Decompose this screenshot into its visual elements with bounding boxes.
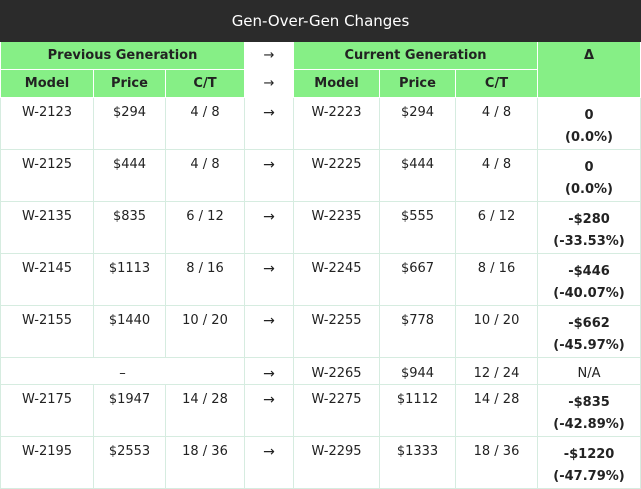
- cur-ct-cell: 12 / 24: [455, 357, 538, 385]
- delta-cell: 0 (0.0%): [536, 149, 641, 202]
- delta-percent: (-33.53%): [553, 234, 625, 249]
- prev-model-cell: W-2135: [0, 201, 94, 254]
- arrow-icon: →: [244, 305, 294, 358]
- delta-value: -$280: [568, 212, 610, 227]
- cur-model-cell: W-2295: [293, 436, 380, 489]
- arrow-icon: →: [244, 149, 294, 202]
- prev-ct-cell: 14 / 28: [165, 384, 245, 437]
- delta-header: Δ: [536, 41, 641, 98]
- delta-percent: (0.0%): [565, 130, 613, 145]
- arrow-icon: →: [244, 384, 294, 437]
- cur-ct-header: C/T: [455, 69, 538, 98]
- prev-price-cell: $2553: [93, 436, 166, 489]
- cur-price-cell: $778: [379, 305, 456, 358]
- arrow-header-icon: →: [244, 41, 294, 70]
- arrow-icon: →: [244, 253, 294, 306]
- cur-price-header: Price: [379, 69, 456, 98]
- delta-percent: (-40.07%): [553, 286, 625, 301]
- table-row: W-2135 $835 6 / 12 → W-2235 $555 6 / 12 …: [0, 201, 641, 254]
- prev-model-cell: W-2123: [0, 97, 94, 150]
- delta-percent: (0.0%): [565, 182, 613, 197]
- cur-ct-cell: 4 / 8: [455, 149, 538, 202]
- prev-ct-cell: 4 / 8: [165, 149, 245, 202]
- cur-price-cell: $1333: [379, 436, 456, 489]
- cur-price-cell: $444: [379, 149, 456, 202]
- cur-model-cell: W-2223: [293, 97, 380, 150]
- delta-percent: (-42.89%): [553, 417, 625, 432]
- cur-model-cell: W-2245: [293, 253, 380, 306]
- cur-price-cell: $1112: [379, 384, 456, 437]
- prev-ct-cell: 6 / 12: [165, 201, 245, 254]
- cur-model-cell: W-2265: [293, 357, 380, 385]
- arrow-icon: →: [244, 357, 294, 385]
- delta-value: 0: [584, 108, 594, 123]
- cur-price-cell: $944: [379, 357, 456, 385]
- cur-ct-cell: 8 / 16: [455, 253, 538, 306]
- table-row: W-2195 $2553 18 / 36 → W-2295 $1333 18 /…: [0, 436, 641, 489]
- prev-price-cell: $444: [93, 149, 166, 202]
- delta-percent: (-45.97%): [553, 338, 625, 353]
- delta-na-cell: N/A: [536, 357, 641, 385]
- prev-ct-cell: 8 / 16: [165, 253, 245, 306]
- delta-cell: -$662 (-45.97%): [536, 305, 641, 358]
- prev-price-cell: $294: [93, 97, 166, 150]
- delta-value: 0: [584, 160, 594, 175]
- delta-cell: -$280 (-33.53%): [536, 201, 641, 254]
- delta-cell: -$446 (-40.07%): [536, 253, 641, 306]
- current-generation-header: Current Generation: [293, 41, 538, 70]
- prev-model-cell: W-2175: [0, 384, 94, 437]
- table-row: W-2125 $444 4 / 8 → W-2225 $444 4 / 8 0 (…: [0, 149, 641, 202]
- prev-model-header: Model: [0, 69, 94, 98]
- delta-value: -$662: [568, 316, 610, 331]
- arrow-icon: →: [244, 201, 294, 254]
- prev-ct-header: C/T: [165, 69, 245, 98]
- cur-model-cell: W-2225: [293, 149, 380, 202]
- delta-value: -$1220: [563, 447, 615, 462]
- prev-model-cell: W-2155: [0, 305, 94, 358]
- prev-price-cell: $835: [93, 201, 166, 254]
- cur-ct-cell: 10 / 20: [455, 305, 538, 358]
- arrow-icon: →: [244, 97, 294, 150]
- delta-value: -$835: [568, 395, 610, 410]
- table-row: W-2175 $1947 14 / 28 → W-2275 $1112 14 /…: [0, 384, 641, 437]
- cur-ct-cell: 6 / 12: [455, 201, 538, 254]
- delta-cell: 0 (0.0%): [536, 97, 641, 150]
- table-row: – → W-2265 $944 12 / 24 N/A: [0, 357, 641, 385]
- prev-price-cell: $1947: [93, 384, 166, 437]
- prev-model-cell: W-2145: [0, 253, 94, 306]
- cur-model-cell: W-2235: [293, 201, 380, 254]
- prev-ct-cell: 10 / 20: [165, 305, 245, 358]
- cur-ct-cell: 4 / 8: [455, 97, 538, 150]
- delta-cell: -$1220 (-47.79%): [536, 436, 641, 489]
- table-row: W-2145 $1113 8 / 16 → W-2245 $667 8 / 16…: [0, 253, 641, 306]
- prev-price-cell: $1113: [93, 253, 166, 306]
- cur-price-cell: $294: [379, 97, 456, 150]
- previous-generation-header: Previous Generation: [0, 41, 245, 70]
- prev-none-cell: –: [0, 357, 245, 385]
- cur-model-header: Model: [293, 69, 380, 98]
- table-title: Gen-Over-Gen Changes: [0, 0, 641, 42]
- delta-percent: (-47.79%): [553, 469, 625, 484]
- prev-ct-cell: 4 / 8: [165, 97, 245, 150]
- cur-price-cell: $667: [379, 253, 456, 306]
- cur-price-cell: $555: [379, 201, 456, 254]
- cur-ct-cell: 18 / 36: [455, 436, 538, 489]
- prev-price-header: Price: [93, 69, 166, 98]
- cur-model-cell: W-2275: [293, 384, 380, 437]
- prev-model-cell: W-2195: [0, 436, 94, 489]
- cur-model-cell: W-2255: [293, 305, 380, 358]
- delta-cell: -$835 (-42.89%): [536, 384, 641, 437]
- prev-model-cell: W-2125: [0, 149, 94, 202]
- prev-price-cell: $1440: [93, 305, 166, 358]
- table-row: W-2123 $294 4 / 8 → W-2223 $294 4 / 8 0 (…: [0, 97, 641, 150]
- prev-ct-cell: 18 / 36: [165, 436, 245, 489]
- table-row: W-2155 $1440 10 / 20 → W-2255 $778 10 / …: [0, 305, 641, 358]
- arrow-icon: →: [244, 436, 294, 489]
- cur-ct-cell: 14 / 28: [455, 384, 538, 437]
- arrow-subheader-icon: →: [244, 69, 294, 98]
- delta-value: -$446: [568, 264, 610, 279]
